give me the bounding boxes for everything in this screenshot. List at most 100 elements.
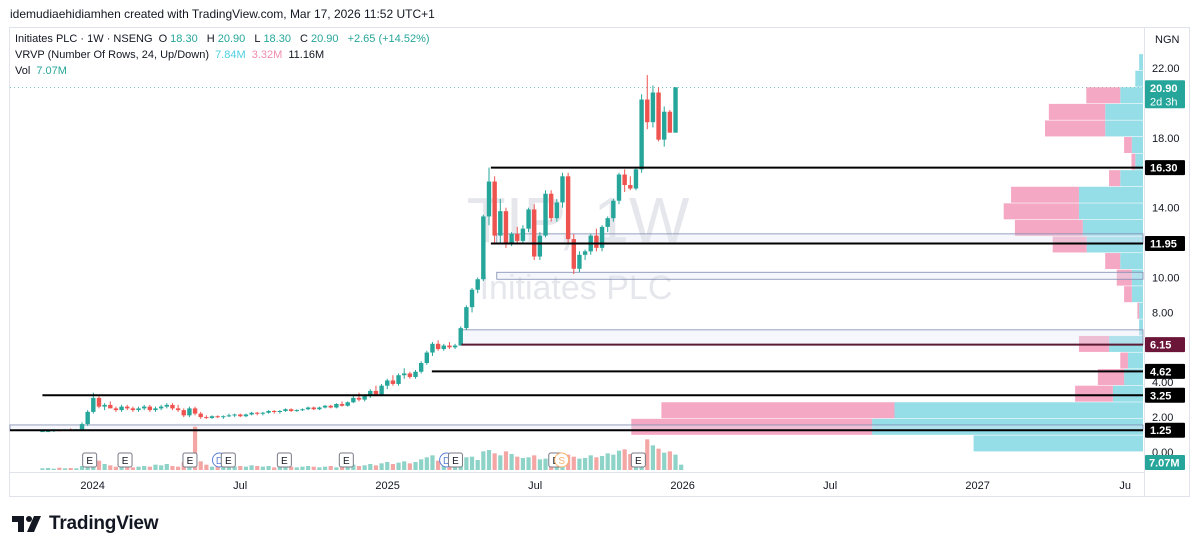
split-marker-10[interactable] xyxy=(554,452,570,468)
candle-body-47[interactable] xyxy=(305,407,311,410)
candle-body-58[interactable] xyxy=(368,390,373,397)
candle-body-10[interactable] xyxy=(96,397,102,407)
candle-body-64[interactable] xyxy=(402,373,407,376)
candle-body-75[interactable] xyxy=(464,307,469,329)
price-badge-5[interactable] xyxy=(1145,387,1185,403)
candle-body-91[interactable] xyxy=(554,202,560,219)
candle-body-38[interactable] xyxy=(255,412,260,414)
legend-volume-row[interactable]: Vol 7.07M xyxy=(15,65,70,77)
candle-body-13[interactable] xyxy=(113,408,119,411)
candle-body-102[interactable] xyxy=(616,174,622,201)
earnings-marker-1[interactable] xyxy=(117,452,133,468)
candle-body-60[interactable] xyxy=(379,385,384,395)
earnings-marker-6[interactable] xyxy=(338,452,354,468)
candle-body-48[interactable] xyxy=(311,407,316,410)
support-zone-1[interactable] xyxy=(496,271,1144,280)
earnings-marker-8[interactable] xyxy=(447,452,463,468)
candle-body-74[interactable] xyxy=(458,328,463,346)
candle-body-90[interactable] xyxy=(548,193,554,219)
candle-body-12[interactable] xyxy=(108,404,113,409)
candle-body-11[interactable] xyxy=(102,404,107,407)
price-badge-1[interactable] xyxy=(1145,160,1185,176)
candle-body-25[interactable] xyxy=(181,410,186,416)
candle-body-19[interactable] xyxy=(147,406,153,411)
support-zone-2[interactable] xyxy=(460,329,1144,346)
candle-body-89[interactable] xyxy=(543,193,548,236)
candle-body-66[interactable] xyxy=(413,371,418,377)
candle-body-45[interactable] xyxy=(294,410,300,412)
candle-body-39[interactable] xyxy=(260,412,266,414)
candle-body-104[interactable] xyxy=(628,185,633,189)
candle-body-111[interactable] xyxy=(667,111,673,133)
candle-body-35[interactable] xyxy=(238,414,243,417)
candle-body-69[interactable] xyxy=(430,343,435,353)
candle-body-33[interactable] xyxy=(226,415,232,417)
candle-body-80[interactable] xyxy=(492,181,497,236)
candle-body-79[interactable] xyxy=(486,181,492,217)
candle-body-31[interactable] xyxy=(215,416,220,418)
candle-body-9[interactable] xyxy=(91,397,96,412)
candle-body-23[interactable] xyxy=(170,404,175,409)
candle-body-26[interactable] xyxy=(187,408,192,416)
candle-body-77[interactable] xyxy=(475,279,480,290)
candle-body-81[interactable] xyxy=(498,211,503,236)
candle-body-96[interactable] xyxy=(582,251,588,255)
candle-body-63[interactable] xyxy=(396,375,401,384)
candle-body-65[interactable] xyxy=(407,373,413,377)
candle-body-59[interactable] xyxy=(373,390,379,395)
candle-body-22[interactable] xyxy=(164,404,170,407)
candle-body-109[interactable] xyxy=(656,92,661,140)
candle-body-28[interactable] xyxy=(198,413,203,418)
candle-body-44[interactable] xyxy=(288,409,294,411)
candle-body-88[interactable] xyxy=(537,235,543,257)
candle-body-84[interactable] xyxy=(515,233,520,241)
candle-body-7[interactable] xyxy=(79,424,85,430)
candle-body-67[interactable] xyxy=(418,363,424,372)
candle-body-83[interactable] xyxy=(509,233,514,243)
candle-body-73[interactable] xyxy=(452,345,458,348)
candle-body-46[interactable] xyxy=(300,409,305,411)
candle-body-36[interactable] xyxy=(243,414,249,417)
price-badge-3[interactable] xyxy=(1145,337,1185,353)
candle-body-93[interactable] xyxy=(565,176,571,240)
candle-body-29[interactable] xyxy=(204,417,209,419)
candle-body-108[interactable] xyxy=(650,92,656,123)
candle-body-103[interactable] xyxy=(622,174,627,186)
candle-body-27[interactable] xyxy=(192,408,198,414)
candle-body-55[interactable] xyxy=(351,397,356,403)
candle-body-61[interactable] xyxy=(385,380,390,386)
candle-body-98[interactable] xyxy=(594,235,599,248)
price-badge-2[interactable] xyxy=(1145,235,1185,251)
candle-body-110[interactable] xyxy=(662,111,667,140)
candle-body-94[interactable] xyxy=(571,239,576,269)
candle-body-105[interactable] xyxy=(633,169,639,189)
candle-body-21[interactable] xyxy=(158,406,164,409)
candle-body-14[interactable] xyxy=(119,406,124,411)
candle-body-70[interactable] xyxy=(435,343,441,350)
price-badge-6[interactable] xyxy=(1145,422,1185,438)
candle-body-86[interactable] xyxy=(526,209,531,229)
price-badge-4[interactable] xyxy=(1145,363,1185,379)
candle-body-95[interactable] xyxy=(577,254,582,269)
candle-body-17[interactable] xyxy=(136,408,141,411)
support-zone-0[interactable] xyxy=(496,233,1144,244)
candle-body-101[interactable] xyxy=(611,200,616,219)
legend-vrvp-row[interactable]: VRVP (Number Of Rows, 24, Up/Down) 7.84M… xyxy=(15,49,327,61)
candle-body-51[interactable] xyxy=(328,405,333,408)
candle-body-30[interactable] xyxy=(209,416,215,418)
candle-body-71[interactable] xyxy=(441,345,446,350)
candle-body-20[interactable] xyxy=(153,408,158,411)
candle-body-62[interactable] xyxy=(390,380,396,384)
earnings-marker-0[interactable] xyxy=(82,452,98,468)
candle-body-87[interactable] xyxy=(532,209,537,257)
candle-body-107[interactable] xyxy=(645,99,650,123)
candle-body-32[interactable] xyxy=(221,416,226,418)
candle-body-15[interactable] xyxy=(125,406,130,409)
candle-body-40[interactable] xyxy=(266,410,271,413)
candle-body-34[interactable] xyxy=(232,414,237,416)
candle-body-37[interactable] xyxy=(249,412,254,415)
candle-body-43[interactable] xyxy=(283,409,288,411)
candle-body-41[interactable] xyxy=(272,410,277,412)
candle-body-56[interactable] xyxy=(356,397,362,400)
